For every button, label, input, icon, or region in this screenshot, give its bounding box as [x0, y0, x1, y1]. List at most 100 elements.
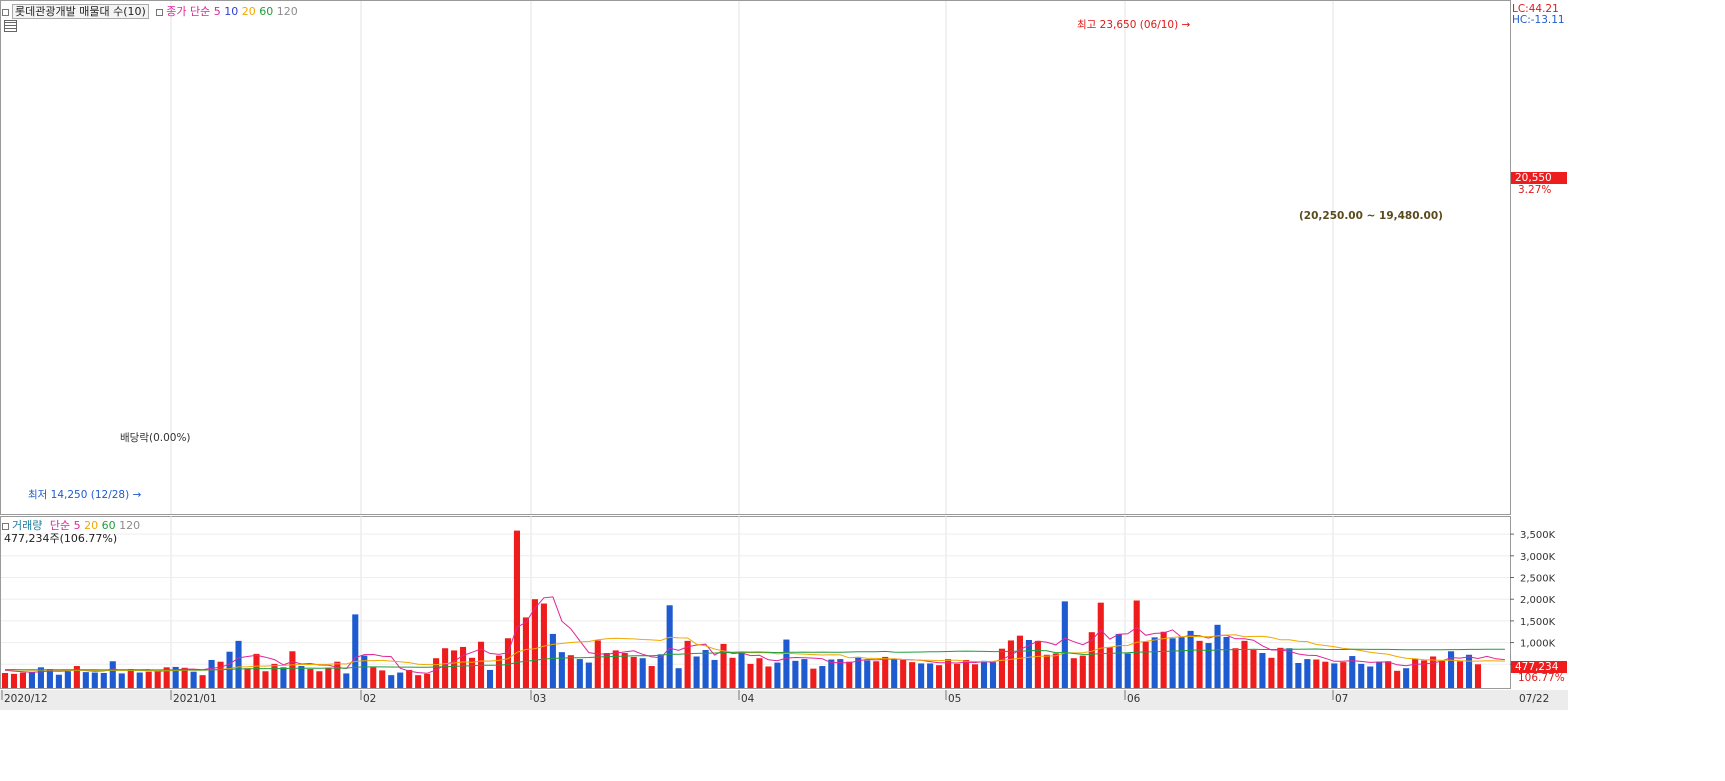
volume-bar	[1358, 663, 1365, 688]
volume-tick-label: 1,000K	[1520, 639, 1556, 650]
volume-bar	[82, 672, 89, 688]
volume-bar	[1106, 646, 1113, 688]
volume-bar	[37, 667, 44, 688]
volume-bar	[980, 660, 988, 688]
volume-bar	[1178, 637, 1185, 688]
volume-bar	[998, 648, 1006, 688]
volume-bar	[64, 671, 71, 688]
volume-bar	[522, 617, 529, 688]
volume-bar	[1277, 647, 1284, 688]
volume-bar	[442, 648, 449, 688]
volume-bar	[567, 655, 574, 688]
volume-bar	[1286, 648, 1293, 688]
volume-bar	[1142, 641, 1149, 688]
chart-stage: 23,00022,00021,00020,00019,00018,00017,0…	[0, 0, 1568, 710]
volume-bar	[1259, 653, 1266, 688]
volume-bar	[91, 672, 98, 688]
volume-ma5-line	[4, 596, 1505, 674]
volume-bar	[1474, 664, 1482, 688]
volume-bar	[1403, 668, 1410, 688]
volume-bar	[639, 658, 646, 688]
volume-bar	[1007, 640, 1015, 688]
volume-bar	[1043, 654, 1050, 688]
date-tick-label: 04	[741, 693, 755, 705]
volume-bar	[262, 671, 269, 688]
volume-bar	[648, 666, 655, 688]
volume-bar	[1421, 660, 1428, 688]
date-tick-label: 07/22	[1519, 693, 1549, 705]
volume-bar	[370, 667, 377, 688]
volume-bar	[163, 667, 170, 688]
volume-bar	[199, 675, 206, 688]
volume-bar	[720, 643, 727, 688]
volume-tick-label: 2,500K	[1520, 574, 1556, 585]
volume-bar	[882, 656, 889, 688]
grid-settings-icon[interactable]	[4, 20, 17, 32]
volume-bar	[1124, 653, 1131, 688]
volume-bar	[1331, 663, 1338, 688]
volume-bar	[989, 662, 997, 688]
volume-bar	[1268, 657, 1275, 688]
volume-bar	[774, 662, 781, 688]
ma-toggle-box[interactable]	[156, 8, 164, 16]
volume-bar	[810, 668, 817, 688]
volume-bar	[801, 659, 808, 688]
volume-bar	[900, 659, 907, 688]
volume-bar	[1313, 659, 1320, 688]
volume-tick-label: 3,000K	[1520, 552, 1556, 563]
volume-bar	[154, 671, 161, 688]
header-toggle-box[interactable]	[2, 8, 9, 16]
volume-bar	[1025, 639, 1032, 688]
volume-bar	[738, 652, 745, 688]
volume-bar	[325, 667, 332, 688]
volume-bar	[495, 655, 503, 688]
volume-bar	[208, 659, 215, 688]
volume-bar	[352, 614, 359, 688]
current-price-badge: 20,550	[1511, 172, 1567, 184]
volume-bar	[10, 673, 18, 688]
volume-bar	[1088, 632, 1095, 688]
volume-bar	[28, 672, 35, 688]
price-pane-frame	[0, 0, 1511, 515]
volume-ma20-line	[4, 634, 1505, 672]
ma-period-20: 20	[241, 5, 256, 18]
volume-bar	[109, 661, 116, 688]
volume-bar	[1160, 631, 1167, 688]
volume-bar	[361, 655, 368, 688]
volume-toggle-box[interactable]	[2, 522, 9, 530]
volume-bar	[1070, 658, 1077, 688]
volume-bar	[936, 665, 943, 688]
ma-period-5: 5	[213, 5, 221, 18]
volume-bar	[55, 674, 62, 688]
date-tick-label: 03	[533, 693, 546, 705]
volume-bar	[576, 659, 583, 688]
volume-bar	[828, 659, 835, 688]
volume-bar	[657, 654, 664, 688]
volume-bar	[73, 666, 80, 688]
volume-bar	[594, 640, 601, 688]
volume-bar	[1430, 656, 1437, 688]
volume-bar	[1322, 661, 1329, 688]
volume-bar	[271, 663, 278, 688]
volume-bar	[136, 672, 143, 688]
volume-ma-60: 60	[101, 519, 116, 532]
volume-bar	[406, 669, 413, 688]
volume-bar	[316, 671, 323, 688]
volume-bar	[612, 650, 619, 688]
current-price-change: 3.27%	[1518, 184, 1552, 196]
volume-bar	[846, 661, 853, 688]
volume-bar	[819, 666, 826, 688]
volume-ma-title: 단순	[49, 519, 71, 532]
volume-bar	[971, 664, 979, 688]
volume-bar	[711, 659, 718, 688]
volume-bar	[702, 649, 709, 688]
volume-title: 거래량	[12, 519, 43, 532]
date-tick-label: 02	[363, 693, 376, 705]
volume-bar	[1115, 633, 1122, 688]
stock-title: 롯데관광개발 매물대 수(10)	[12, 4, 149, 19]
volume-bar	[1250, 649, 1257, 688]
volume-bar	[1079, 655, 1086, 688]
volume-bar	[747, 663, 754, 688]
volume-bar	[379, 670, 386, 688]
volume-bar	[1456, 661, 1464, 688]
